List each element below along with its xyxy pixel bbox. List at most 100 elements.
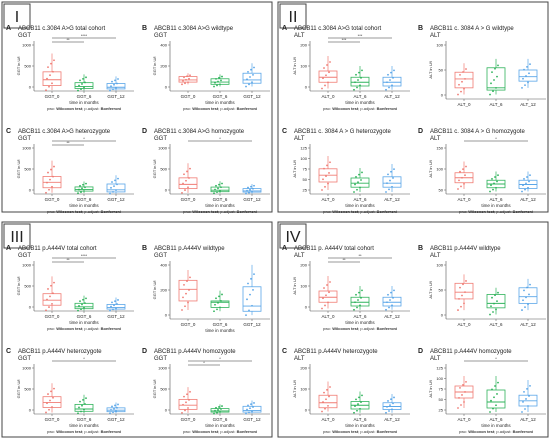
box-iqr	[106, 183, 126, 193]
data-point	[50, 168, 52, 171]
data-point	[496, 180, 498, 183]
data-point	[47, 393, 49, 395]
panel-title: ABCB11 p.A444V heterozygote	[18, 349, 102, 355]
data-point	[357, 403, 359, 405]
data-point	[112, 308, 114, 311]
pwc-footer-pwc: pwc:	[183, 106, 192, 111]
data-point	[52, 70, 54, 73]
data-point	[52, 396, 54, 399]
pwc-footer: pwc: Wilcoxon test; p.adjust: Bonferroni	[47, 326, 121, 331]
data-point	[46, 77, 48, 80]
y-tick-label: 100	[436, 43, 443, 48]
data-point	[47, 66, 49, 69]
data-point	[493, 79, 495, 81]
box-iqr	[242, 286, 262, 312]
data-point	[388, 86, 390, 89]
data-point	[460, 90, 462, 93]
data-point	[357, 299, 359, 301]
data-point	[252, 73, 254, 76]
data-point	[358, 291, 360, 294]
data-point	[491, 178, 493, 180]
data-point	[329, 61, 331, 63]
box-GGT_6	[74, 295, 94, 312]
y-axis-label: GGT in U/l	[16, 379, 21, 398]
pwc-footer-pwc: pwc:	[47, 429, 56, 434]
x-axis-label: time in months	[345, 203, 375, 208]
pwc-footer-test: Wilcoxon test	[56, 209, 83, 214]
data-point	[45, 191, 47, 194]
box-ALT_0	[318, 156, 338, 191]
data-point	[355, 293, 357, 296]
box-iqr	[42, 293, 62, 306]
box-ALT_12	[382, 394, 402, 414]
x-tick-label: GGT_12	[243, 322, 261, 327]
pwc-footer-pwc: pwc:	[323, 106, 332, 111]
x-tick-label: ALT_0	[322, 314, 335, 319]
data-point	[80, 410, 82, 413]
data-point	[353, 191, 355, 193]
y-tick-label: 500	[24, 64, 31, 69]
data-point	[114, 300, 116, 303]
data-point	[326, 164, 328, 167]
y-tick-label: 50	[303, 177, 308, 182]
data-point	[489, 190, 491, 193]
data-point	[218, 406, 220, 408]
x-tick-label: GGT_12	[107, 314, 125, 319]
data-point	[250, 277, 252, 280]
panel-subtitle: GGT	[18, 136, 31, 142]
data-point	[48, 306, 50, 308]
box-ALT_12	[382, 286, 402, 311]
pwc-footer: pwc: Wilcoxon test; p.adjust: Bonferroni	[183, 429, 257, 434]
box-ALT_6	[350, 391, 370, 414]
panel-title: ABCB11 c.3084 A>G homozygote	[154, 129, 245, 135]
data-point	[219, 83, 221, 86]
data-point	[85, 397, 87, 400]
box-iqr	[178, 76, 198, 83]
data-point	[50, 62, 52, 65]
box-GGT_12	[106, 175, 126, 195]
data-point	[214, 303, 216, 306]
box-iqr	[42, 71, 62, 86]
data-point	[328, 291, 330, 294]
data-point	[393, 289, 395, 292]
data-point	[464, 291, 466, 294]
data-point	[251, 410, 253, 413]
data-point	[247, 404, 249, 407]
x-tick-label: ALT_12	[520, 417, 536, 422]
box-iqr	[242, 72, 262, 84]
box-GGT_12	[242, 264, 262, 317]
panel-letter: D	[142, 128, 147, 135]
data-point	[213, 85, 215, 88]
panel-subtitle: GGT	[154, 33, 167, 39]
data-point	[186, 393, 188, 396]
x-tick-label: GGT_6	[77, 94, 92, 99]
quadrant-II: IIA ABCB11 c.3084 A>G total cohortALTALT …	[277, 1, 549, 214]
data-point	[252, 406, 254, 408]
data-point	[388, 410, 390, 412]
data-point	[112, 411, 114, 414]
data-point	[323, 391, 325, 394]
data-point	[188, 289, 190, 291]
x-tick-label: GGT_0	[181, 322, 196, 327]
data-point	[116, 303, 118, 305]
data-point	[358, 396, 360, 399]
data-point	[218, 183, 220, 186]
data-point	[48, 408, 50, 411]
panel-subtitle: ALT	[430, 356, 441, 362]
data-point	[356, 306, 358, 309]
y-axis-label: GGT in U/l	[152, 379, 157, 398]
data-point	[252, 289, 254, 291]
data-point	[82, 77, 84, 80]
x-tick-label: GGT_0	[181, 417, 196, 422]
panel-title: ABCB11 c.3084 A>G total cohort	[294, 26, 381, 32]
panel-letter: C	[282, 348, 287, 355]
data-point	[182, 182, 184, 185]
box-GGT_6	[210, 74, 230, 88]
data-point	[457, 309, 459, 311]
data-point	[184, 82, 186, 85]
data-point	[111, 301, 113, 304]
data-point	[525, 398, 527, 400]
data-point	[53, 59, 55, 62]
x-axis-label: time in months	[481, 203, 511, 208]
data-point	[354, 405, 356, 407]
